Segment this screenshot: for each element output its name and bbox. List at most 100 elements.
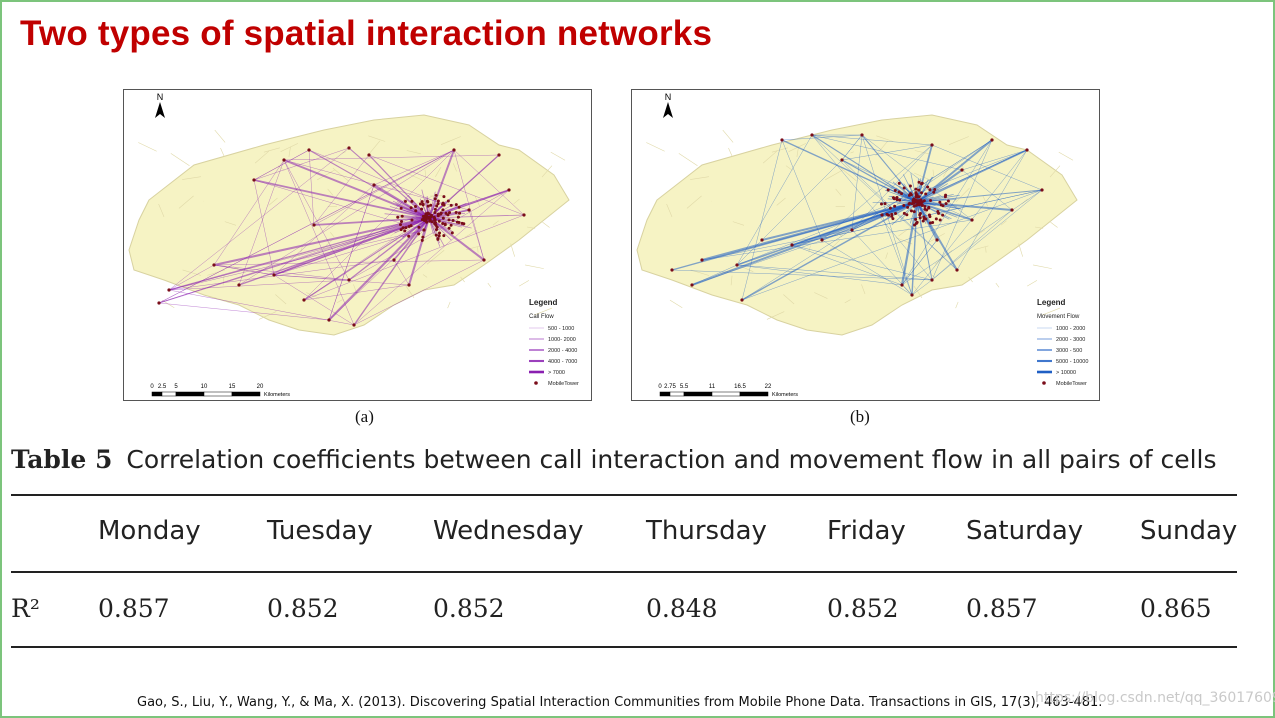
map-figure-a: N Legend Call Flow 500 - 1000 1000- 2000 2000…: [123, 89, 592, 401]
tower-dot: [237, 283, 241, 287]
cell-edge: [1049, 165, 1061, 178]
flow-line: [791, 214, 883, 246]
flow-line: [168, 147, 350, 291]
tower-dot: [426, 200, 430, 204]
legend-tower-swatch: [1042, 381, 1046, 385]
tower-dot: [434, 193, 438, 197]
tower-dot: [936, 209, 940, 213]
cell-edge: [178, 195, 194, 209]
north-arrow-icon: [663, 102, 673, 118]
tower-dot: [885, 212, 889, 216]
tower-dot: [935, 238, 939, 242]
flow-line: [273, 229, 425, 276]
cell-edge: [158, 203, 165, 217]
flow-line: [736, 264, 933, 281]
flow-line: [916, 201, 958, 271]
tower-dot: [943, 195, 947, 199]
tower-dot: [891, 217, 895, 221]
flow-line: [428, 217, 441, 247]
tower-dot: [422, 228, 426, 232]
tower-dot: [883, 202, 887, 206]
tower-dot: [917, 188, 921, 192]
tower-dot: [447, 218, 451, 222]
tower-dot: [444, 211, 448, 215]
cell-edge: [995, 282, 1000, 288]
scale-segment: [669, 391, 685, 397]
tower-dot: [414, 209, 418, 213]
cell-edge: [447, 301, 451, 309]
tower-dot: [928, 188, 932, 192]
tower-dot: [898, 198, 902, 202]
flow-line: [428, 214, 525, 219]
flow-line: [736, 149, 1028, 266]
column-header: Tuesday: [267, 516, 373, 546]
cell-edge: [844, 299, 851, 304]
tower-dot: [914, 191, 918, 195]
flow-line: [313, 154, 370, 226]
tower-dot: [895, 198, 899, 202]
scale-segment: [711, 391, 741, 397]
flow-line: [348, 217, 430, 281]
tower-dot: [906, 205, 910, 209]
tower-dot: [437, 234, 441, 238]
tower-dot: [915, 220, 919, 224]
tower-dot: [944, 202, 948, 206]
cell-edge: [170, 153, 190, 167]
flow-line: [303, 284, 410, 301]
cell-edge: [968, 276, 973, 283]
flow-line: [453, 149, 485, 261]
tower-dot: [417, 232, 421, 236]
tower-dot: [446, 199, 450, 203]
flow-line: [428, 202, 467, 219]
tower-dot: [367, 153, 371, 157]
tower-dot: [409, 224, 413, 228]
tower-dot: [908, 184, 912, 188]
flow-line: [238, 149, 455, 286]
flow-line: [671, 269, 933, 281]
tower-dot: [434, 221, 438, 225]
tower-dot: [893, 189, 897, 193]
tower-dot: [482, 258, 486, 262]
flow-line: [931, 144, 1043, 191]
tower-dot: [436, 237, 440, 241]
legend-item: 2000 - 3000: [1056, 337, 1085, 343]
tower-dot: [670, 268, 674, 272]
flow-line: [158, 149, 455, 304]
cell-edge: [550, 151, 566, 161]
cell-edge: [306, 292, 320, 299]
tower-dot: [920, 191, 924, 195]
flow-line: [273, 274, 355, 326]
tower-dot: [907, 202, 911, 206]
tower-dot: [401, 226, 405, 230]
cell-edge: [885, 252, 888, 259]
tower-dot: [403, 199, 407, 203]
cell-edge: [422, 274, 428, 278]
column-header: Friday: [827, 516, 906, 546]
table-number: Table 5: [11, 445, 113, 474]
tower-dot: [425, 220, 429, 224]
scale-tick: 2.5: [158, 384, 167, 390]
flow-line: [168, 279, 350, 291]
tower-dot: [433, 210, 437, 214]
tower-dot: [398, 223, 402, 227]
flow-line: [308, 149, 445, 206]
cell-edge: [932, 169, 935, 178]
tower-dot: [932, 190, 936, 194]
legend-item: 3000 - 500: [1056, 348, 1082, 354]
flow-line: [328, 184, 375, 321]
flow-line: [303, 217, 430, 301]
scale-tick: 15: [229, 384, 236, 390]
cell-edge: [1034, 226, 1044, 229]
tower-dot: [879, 202, 883, 206]
scale-segment: [231, 391, 261, 397]
flow-line: [168, 289, 355, 326]
tower-dot: [923, 205, 927, 209]
tower-dot: [938, 218, 942, 222]
cell-edge: [435, 166, 442, 177]
flow-line: [328, 217, 430, 321]
table-cell: 0.852: [827, 594, 899, 623]
tower-dot: [430, 220, 434, 224]
tower-dot: [347, 278, 351, 282]
tower-dot: [922, 216, 926, 220]
